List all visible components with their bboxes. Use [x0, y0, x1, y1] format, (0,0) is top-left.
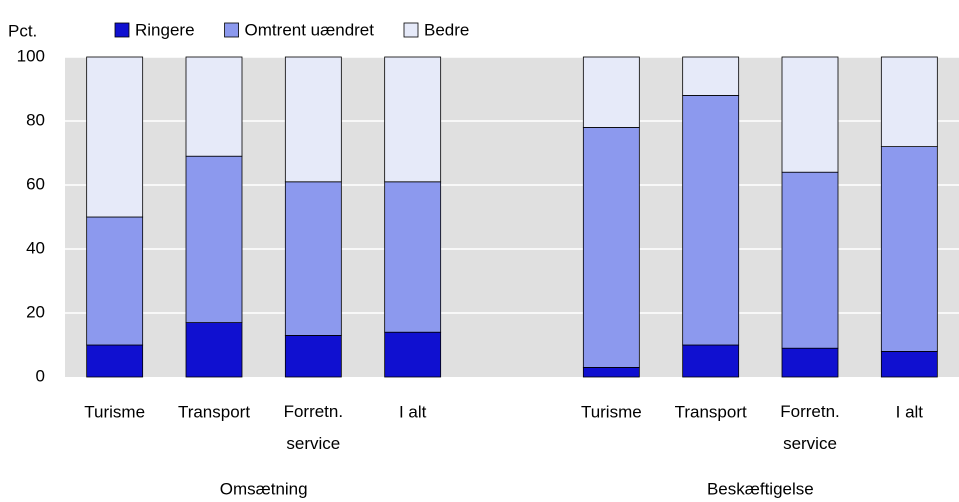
bar-segment: [86, 216, 144, 346]
x-tick-label: Turisme: [84, 402, 145, 421]
bar-segment: [185, 56, 243, 157]
bar-segment: [682, 56, 740, 96]
bar-segment: [781, 171, 839, 349]
legend-label: Bedre: [424, 20, 469, 39]
y-tick-label: 0: [36, 366, 45, 385]
legend-swatch: [224, 22, 239, 38]
legend-swatch: [403, 22, 419, 38]
bar-segment: [582, 127, 640, 368]
x-tick-label: I alt: [399, 402, 427, 421]
group-label: Beskæftigelse: [707, 479, 814, 498]
bar-segment: [284, 56, 342, 183]
bar-segment: [86, 344, 144, 378]
x-tick-label: I alt: [896, 402, 924, 421]
bar-segment: [781, 56, 839, 173]
x-tick-label: Transport: [675, 402, 747, 421]
y-tick-label: 20: [26, 302, 45, 321]
bar-segment: [781, 347, 839, 378]
bar-segment: [880, 146, 938, 352]
bar-segment: [86, 56, 144, 218]
legend-swatch: [114, 22, 130, 38]
bar-segment: [284, 181, 342, 336]
x-tick-label: Forretn. service: [284, 402, 344, 453]
y-axis-label: Pct.: [8, 21, 37, 40]
y-tick-label: 60: [26, 174, 45, 193]
y-tick-label: 40: [26, 238, 45, 257]
legend-label: Ringere: [135, 20, 195, 39]
y-tick-label: 80: [26, 110, 45, 129]
y-tick-label: 100: [17, 46, 45, 65]
bar-segment: [582, 366, 640, 378]
bar-segment: [582, 56, 640, 128]
bar-segment: [682, 95, 740, 346]
bar-segment: [880, 56, 938, 147]
x-tick-label: Turisme: [581, 402, 642, 421]
bar-segment: [384, 331, 442, 378]
x-tick-label: Forretn. service: [780, 402, 840, 453]
group-label: Omsætning: [220, 479, 308, 498]
legend-label: Omtrent uændret: [245, 20, 375, 39]
bar-segment: [384, 181, 442, 333]
bar-segment: [185, 322, 243, 378]
bar-segment: [682, 344, 740, 378]
bar-segment: [185, 155, 243, 323]
bar-segment: [284, 334, 342, 378]
x-tick-label: Transport: [178, 402, 250, 421]
bar-segment: [880, 350, 938, 378]
bar-segment: [384, 56, 442, 183]
